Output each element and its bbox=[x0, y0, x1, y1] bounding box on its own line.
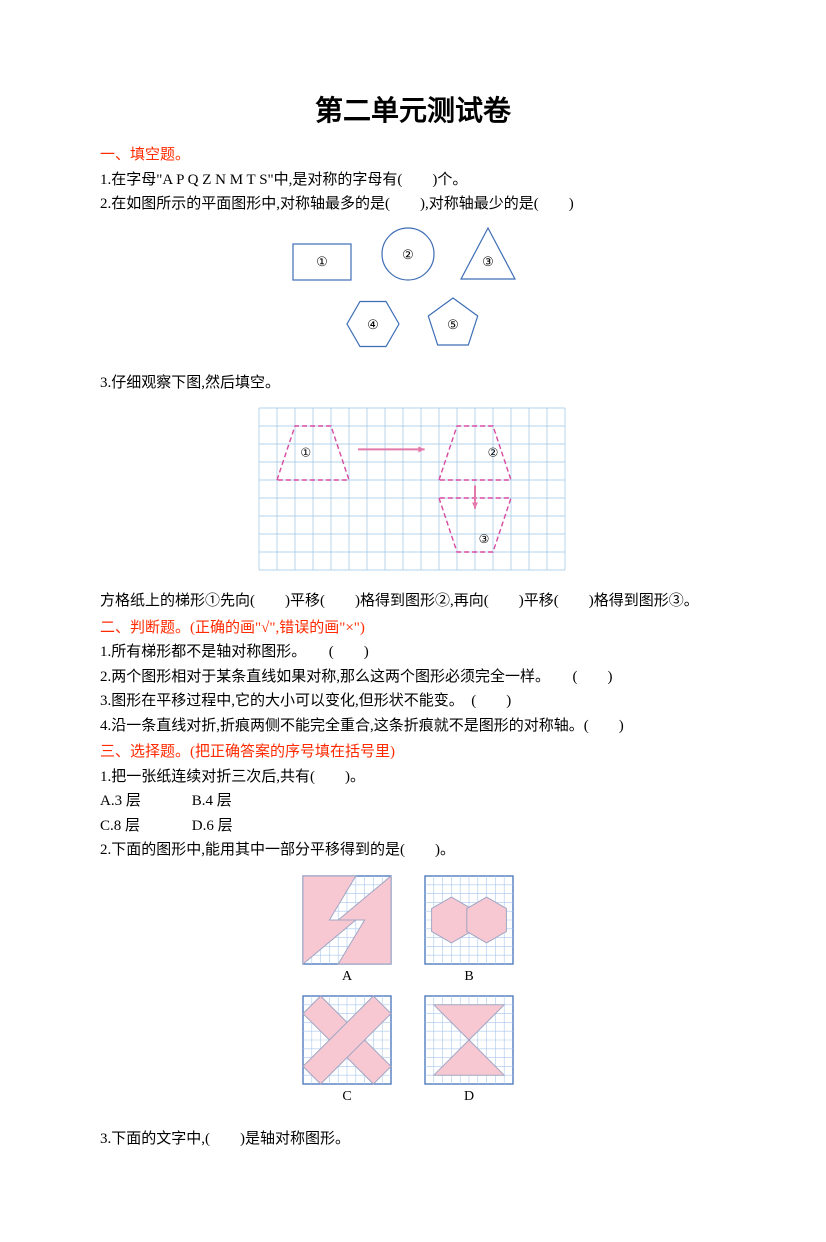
section-1-head: 一、填空题。 bbox=[100, 144, 726, 167]
opt-b: B.4 层 bbox=[192, 790, 280, 813]
svg-text:C: C bbox=[342, 1089, 351, 1104]
figure-grid-translation: ① ② ③ bbox=[100, 402, 726, 582]
page-title: 第二单元测试卷 bbox=[100, 90, 726, 132]
grid-svg: ① ② ③ bbox=[253, 402, 573, 582]
svg-text:②: ② bbox=[402, 247, 414, 262]
svg-text:③: ③ bbox=[482, 254, 494, 269]
section-3-head: 三、选择题。(把正确答案的序号填在括号里) bbox=[100, 741, 726, 764]
svg-text:③: ③ bbox=[479, 532, 490, 546]
shapes-svg: ① ② ③ ④ ⑤ bbox=[263, 224, 563, 364]
q3-1: 1.把一张纸连续对折三次后,共有( )。 bbox=[100, 766, 726, 789]
figure-shapes: ① ② ③ ④ ⑤ bbox=[100, 224, 726, 364]
svg-text:④: ④ bbox=[367, 317, 379, 332]
section-2-head: 二、判断题。(正确的画"√",错误的画"×") bbox=[100, 617, 726, 640]
q1-2: 2.在如图所示的平面图形中,对称轴最多的是( ),对称轴最少的是( ) bbox=[100, 193, 726, 216]
q3-2: 2.下面的图形中,能用其中一部分平移得到的是( )。 bbox=[100, 839, 726, 862]
q1-1: 1.在字母"A P Q Z N M T S"中,是对称的字母有( )个。 bbox=[100, 169, 726, 192]
q2-1: 1.所有梯形都不是轴对称图形。 ( ) bbox=[100, 641, 726, 664]
q2-3: 3.图形在平移过程中,它的大小可以变化,但形状不能变。 ( ) bbox=[100, 690, 726, 713]
options-svg: A B C D bbox=[283, 870, 543, 1120]
svg-text:B: B bbox=[464, 969, 473, 984]
q1-3-text: 方格纸上的梯形①先向( )平移( )格得到图形②,再向( )平移( )格得到图形… bbox=[100, 590, 726, 613]
opt-d: D.6 层 bbox=[192, 815, 280, 838]
svg-text:⑤: ⑤ bbox=[447, 317, 459, 332]
q3-1-options-row2: C.8 层 D.6 层 bbox=[100, 815, 726, 838]
figure-grid-options: A B C D bbox=[100, 870, 726, 1120]
q1-3: 3.仔细观察下图,然后填空。 bbox=[100, 372, 726, 395]
svg-text:A: A bbox=[342, 969, 353, 984]
q3-3: 3.下面的文字中,( )是轴对称图形。 bbox=[100, 1128, 726, 1151]
svg-text:①: ① bbox=[316, 254, 328, 269]
opt-a: A.3 层 bbox=[100, 790, 188, 813]
svg-text:①: ① bbox=[300, 446, 311, 460]
svg-text:②: ② bbox=[488, 446, 499, 460]
opt-c: C.8 层 bbox=[100, 815, 188, 838]
q3-1-options-row1: A.3 层 B.4 层 bbox=[100, 790, 726, 813]
q2-4: 4.沿一条直线对折,折痕两侧不能完全重合,这条折痕就不是图形的对称轴。( ) bbox=[100, 715, 726, 738]
svg-text:D: D bbox=[464, 1089, 474, 1104]
q2-2: 2.两个图形相对于某条直线如果对称,那么这两个图形必须完全一样。 ( ) bbox=[100, 666, 726, 689]
